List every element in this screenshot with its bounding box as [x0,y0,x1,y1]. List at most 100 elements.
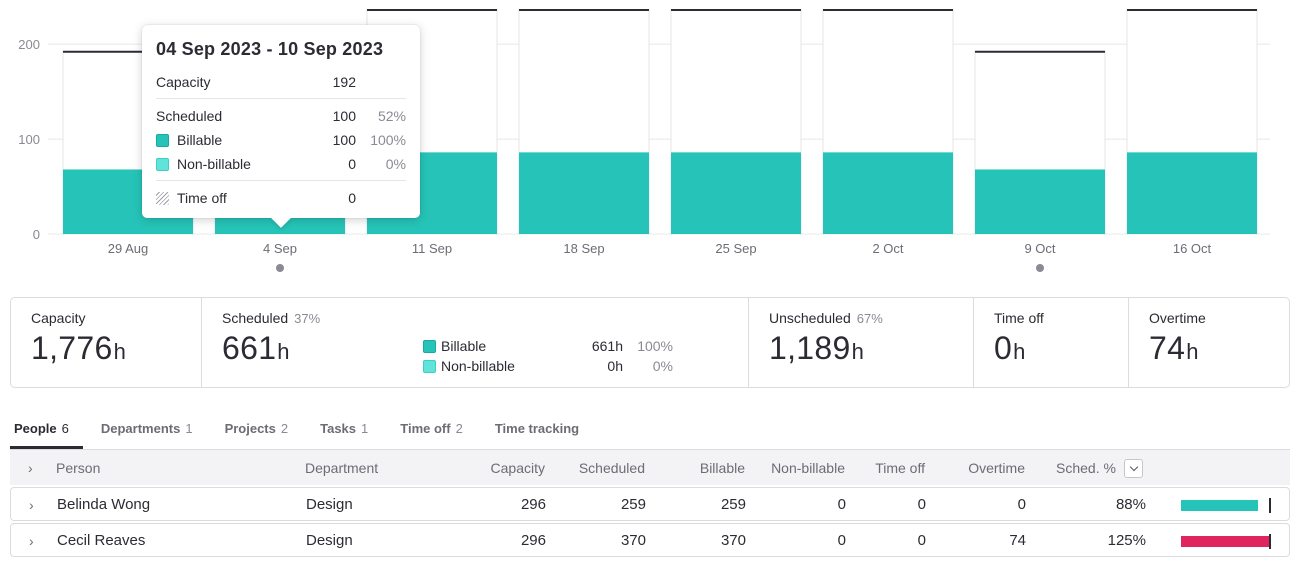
tab-projects[interactable]: Projects 2 [221,413,303,449]
tooltip-capacity-row: Capacity 192 [156,70,406,94]
summary-capacity-label: Capacity [31,310,86,326]
expand-all-chevron-icon[interactable]: › [28,460,33,476]
breakdown-billable-row: Billable 661h 100% [423,336,673,356]
tab-label: Time off [400,421,451,436]
tab-people[interactable]: People 6 [10,413,83,449]
tooltip-scheduled-value: 100 [332,108,356,124]
billable-swatch-icon [423,340,436,353]
tab-departments[interactable]: Departments 1 [97,413,207,449]
cell-capacity: 296 [520,532,546,549]
tab-count: 2 [455,421,463,436]
tooltip-divider [156,180,406,181]
cell-time-off: 0 [917,532,926,549]
capacity-marker [1269,498,1271,513]
x-tick-label: 9 Oct [1024,241,1055,256]
summary-overtime-unit: h [1186,339,1199,364]
x-tick-label: 29 Aug [108,241,149,256]
summary-overtime-label: Overtime [1149,310,1206,326]
billable-swatch-icon [156,134,169,147]
cell-person: Cecil Reaves [57,532,146,549]
summary-timeoff-value: 0 [994,330,1013,366]
tab-count: 1 [361,421,369,436]
col-sched-pct[interactable]: Sched. % [1056,450,1143,486]
summary-scheduled: Scheduled 37% 661h Billable 661h 100% Non… [202,298,749,387]
billable-bar [975,169,1105,234]
summary-scheduled-unit: h [277,339,290,364]
billable-bar [1127,152,1257,234]
summary-capacity-unit: h [113,339,127,364]
sched-progress-bar [1181,498,1271,513]
cell-overtime: 74 [1009,532,1026,549]
breakdown-nonbillable-value: 0h [607,358,623,374]
tab-time-off[interactable]: Time off 2 [396,413,477,449]
col-person[interactable]: Person [56,460,101,476]
x-tick-label: 16 Oct [1173,241,1212,256]
tab-label: Projects [224,421,276,436]
summary-timeoff: Time off 0h [974,298,1129,387]
col-sched-pct-label: Sched. % [1056,460,1116,476]
col-time-off[interactable]: Time off [875,460,925,476]
x-tick-label: 4 Sep [263,241,297,256]
breakdown-billable-value: 661h [591,338,623,354]
tooltip-nonbillable-row: Non-billable 0 0% [156,152,406,176]
tab-tasks[interactable]: Tasks 1 [316,413,382,449]
tab-label: People [14,421,57,436]
table-row[interactable]: › Belinda Wong Design 296 259 259 0 0 0 … [10,487,1290,521]
billable-bar [671,152,801,234]
y-tick-label: 100 [18,132,40,147]
tooltip-nonbillable-value: 0 [348,156,356,172]
tab-label: Departments [100,421,181,436]
x-tick-label: 11 Sep [412,241,452,256]
x-tick-label: 2 Oct [872,241,903,256]
billable-bar [519,152,649,234]
sort-dropdown-icon[interactable] [1123,458,1143,478]
col-department[interactable]: Department [305,460,379,476]
col-capacity[interactable]: Capacity [490,460,545,476]
tooltip-title: 04 Sep 2023 - 10 Sep 2023 [156,39,384,59]
cell-billable: 370 [720,532,746,549]
breakdown-billable-pct: 100% [637,338,673,354]
table-header: › Person Department Capacity Scheduled B… [10,449,1290,485]
summary-unscheduled-value: 1,189 [769,330,851,366]
tooltip-divider [156,98,406,99]
cell-non-billable: 0 [837,496,846,513]
tooltip-scheduled-pct: 52% [377,108,406,124]
x-tick-label: 25 Sep [715,241,756,256]
tooltip-billable-value: 100 [332,132,356,148]
table-row[interactable]: › Cecil Reaves Design 296 370 370 0 0 74… [10,523,1290,557]
tooltip-billable-label: Billable [177,132,223,148]
summary-unscheduled-label: Unscheduled [769,310,851,326]
tab-label: Time tracking [494,421,580,436]
sched-progress-fill [1181,500,1258,511]
summary-unscheduled-pct: 67% [856,311,883,326]
tab-time-tracking[interactable]: Time tracking [491,413,593,449]
cell-person: Belinda Wong [57,496,151,513]
tooltip-scheduled-label: Scheduled [156,108,223,124]
nonbillable-swatch-icon [156,158,169,171]
y-tick-label: 200 [18,37,40,52]
breakdown-billable-label: Billable [441,338,487,354]
col-scheduled[interactable]: Scheduled [578,460,645,476]
y-tick-label: 0 [33,227,40,242]
tab-count: 1 [185,421,193,436]
x-tick-label: 18 Sep [563,241,604,256]
timeoff-hatch-icon [156,192,169,205]
breakdown-nonbillable-label: Non-billable [441,358,515,374]
cell-non-billable: 0 [837,532,846,549]
col-non-billable[interactable]: Non-billable [771,460,845,476]
col-overtime[interactable]: Overtime [968,460,1025,476]
tooltip-billable-row: Billable 100 100% [156,128,406,152]
billable-bar [823,152,953,234]
summary-capacity-value: 1,776 [31,330,113,366]
tooltip-timeoff-label: Time off [177,190,227,206]
expand-row-chevron-icon[interactable]: › [29,533,34,549]
cell-time-off: 0 [917,496,926,513]
expand-row-chevron-icon[interactable]: › [29,497,34,513]
cell-capacity: 296 [520,496,546,513]
summary-overtime-value: 74 [1149,330,1186,366]
cell-department: Design [306,496,353,513]
tooltip-timeoff-value: 0 [348,190,356,206]
breakdown-nonbillable-pct: 0% [652,358,673,374]
summary-unscheduled: Unscheduled 67% 1,189h [749,298,974,387]
col-billable[interactable]: Billable [699,460,745,476]
